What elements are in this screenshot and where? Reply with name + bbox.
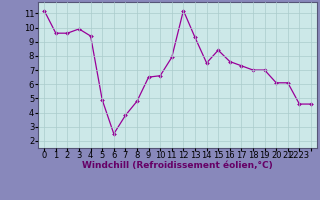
X-axis label: Windchill (Refroidissement éolien,°C): Windchill (Refroidissement éolien,°C) [82, 161, 273, 170]
